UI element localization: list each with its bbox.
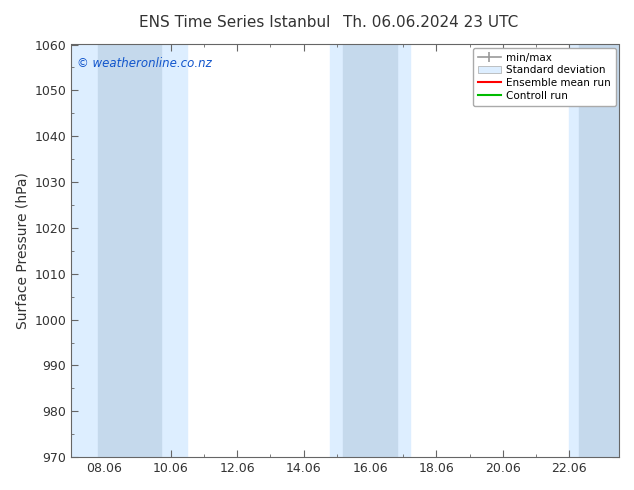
- Bar: [330, 45, 410, 457]
- Y-axis label: Surface Pressure (hPa): Surface Pressure (hPa): [15, 172, 29, 329]
- Legend: min/max, Standard deviation, Ensemble mean run, Controll run: min/max, Standard deviation, Ensemble me…: [472, 48, 616, 106]
- Bar: [344, 45, 397, 457]
- Text: © weatheronline.co.nz: © weatheronline.co.nz: [77, 57, 212, 70]
- Text: ENS Time Series Istanbul: ENS Time Series Istanbul: [139, 15, 330, 30]
- Bar: [98, 45, 161, 457]
- Bar: [579, 45, 619, 457]
- Text: Th. 06.06.2024 23 UTC: Th. 06.06.2024 23 UTC: [344, 15, 519, 30]
- Bar: [569, 45, 619, 457]
- Bar: [71, 45, 188, 457]
